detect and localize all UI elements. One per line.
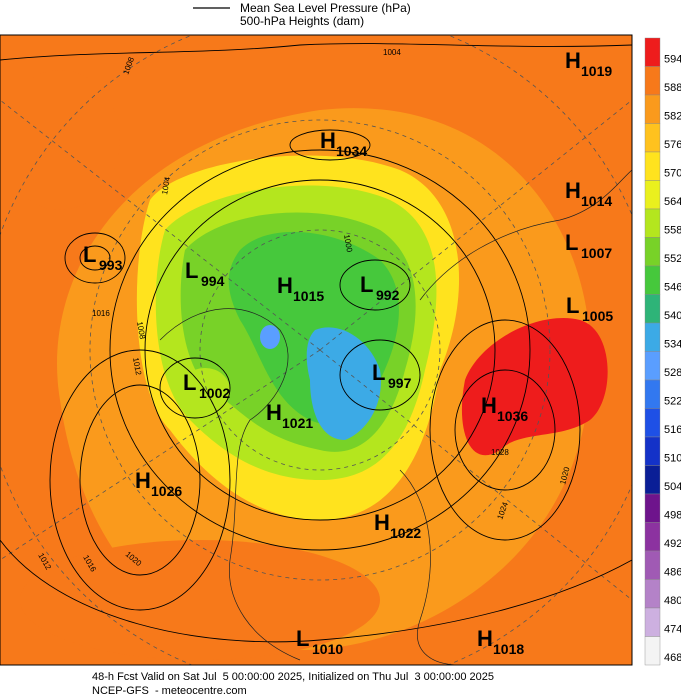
center-value: 1034 (336, 143, 367, 159)
colorbar-label: 486 (664, 566, 681, 578)
colorbar-label: 558 (664, 224, 681, 236)
colorbar-swatch (644, 550, 661, 580)
center-letter: L (565, 230, 578, 255)
center-letter: H (477, 626, 493, 651)
center-value: 1002 (199, 385, 230, 401)
center-value: 1010 (312, 641, 343, 657)
colorbar-swatch (644, 265, 661, 295)
center-letter: H (374, 510, 390, 535)
colorbar-label: 504 (664, 481, 681, 493)
contour-label: 1008 (135, 321, 147, 341)
colorbar-swatch (644, 522, 661, 552)
colorbar-swatch (644, 66, 661, 96)
colorbar-label: 576 (664, 139, 681, 151)
colorbar-swatch (644, 351, 661, 381)
legend-heights: 500-hPa Heights (dam) (240, 14, 364, 28)
center-letter: H (565, 48, 581, 73)
colorbar-swatch (644, 123, 661, 153)
colorbar-label: 480 (664, 595, 681, 607)
center-letter: H (277, 273, 293, 298)
colorbar-swatch (644, 636, 661, 666)
colorbar-swatch (644, 436, 661, 466)
center-letter: H (320, 128, 336, 153)
center-value: 1007 (581, 245, 612, 261)
center-value: 992 (376, 287, 400, 303)
colorbar-swatch (644, 408, 661, 438)
map-frame (0, 34, 633, 666)
center-value: 1026 (151, 483, 182, 499)
colorbar-swatch (644, 151, 661, 181)
colorbar-label: 552 (664, 253, 681, 265)
colorbar-swatch (644, 607, 661, 637)
colorbar-swatch (644, 322, 661, 352)
center-letter: L (566, 293, 579, 318)
center-value: 997 (388, 375, 412, 391)
center-letter: L (360, 272, 373, 297)
center-value: 1018 (493, 641, 524, 657)
center-letter: L (372, 360, 385, 385)
colorbar-label: 516 (664, 424, 681, 436)
colorbar-swatch (644, 493, 661, 523)
center-value: 1019 (581, 63, 612, 79)
colorbar-swatch (644, 94, 661, 124)
center-letter: L (296, 626, 309, 651)
legend-pressure: Mean Sea Level Pressure (hPa) (240, 1, 411, 15)
colorbar-swatch (644, 208, 661, 238)
colorbar-swatch (644, 37, 661, 67)
colorbar-swatch (644, 294, 661, 324)
center-value: 1022 (390, 525, 421, 541)
center-letter: H (266, 400, 282, 425)
colorbar-label: 564 (664, 196, 681, 208)
contour-label: 1004 (160, 176, 172, 196)
colorbar-label: 510 (664, 452, 681, 464)
colorbar-label: 582 (664, 110, 681, 122)
center-value: 1005 (582, 308, 613, 324)
colorbar-swatch (644, 237, 661, 267)
height-field (0, 35, 632, 665)
contour-label: 1012 (131, 357, 143, 377)
colorbar-label: 468 (664, 652, 681, 664)
contour-label: 1016 (92, 309, 110, 318)
colorbar-swatch (644, 465, 661, 495)
colorbar-label: 534 (664, 338, 681, 350)
colorbar-swatch (644, 180, 661, 210)
center-value: 1021 (282, 415, 313, 431)
footer-line: NCEP-GFS - meteocentre.com (92, 685, 247, 697)
center-letter: L (83, 242, 96, 267)
colorbar-swatch (644, 579, 661, 609)
colorbar-label: 492 (664, 538, 681, 550)
center-letter: L (183, 370, 196, 395)
colorbar-label: 546 (664, 281, 681, 293)
colorbar-label: 594 (664, 53, 681, 65)
center-value: 1014 (581, 193, 612, 209)
center-value: 1036 (497, 408, 528, 424)
center-letter: H (135, 468, 151, 493)
contour-label: 1004 (383, 48, 401, 57)
center-value: 994 (201, 273, 225, 289)
contour-label: 1000 (342, 234, 354, 254)
colorbar-label: 522 (664, 395, 681, 407)
colorbar-label: 474 (664, 623, 681, 635)
center-letter: L (185, 258, 198, 283)
contour-label: 1028 (491, 448, 509, 457)
colorbar-label: 528 (664, 367, 681, 379)
footer-line: 48-h Fcst Valid on Sat Jul 5 00:00:00 20… (92, 671, 494, 683)
center-value: 993 (99, 257, 123, 273)
center-letter: H (565, 178, 581, 203)
center-value: 1015 (293, 288, 324, 304)
colorbar-swatch (644, 379, 661, 409)
colorbar-label: 498 (664, 509, 681, 521)
center-letter: H (481, 393, 497, 418)
colorbar-label: 588 (664, 82, 681, 94)
colorbar-label: 540 (664, 310, 681, 322)
colorbar-label: 570 (664, 167, 681, 179)
